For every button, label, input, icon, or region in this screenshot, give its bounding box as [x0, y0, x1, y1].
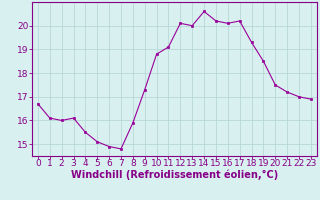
- X-axis label: Windchill (Refroidissement éolien,°C): Windchill (Refroidissement éolien,°C): [71, 170, 278, 180]
